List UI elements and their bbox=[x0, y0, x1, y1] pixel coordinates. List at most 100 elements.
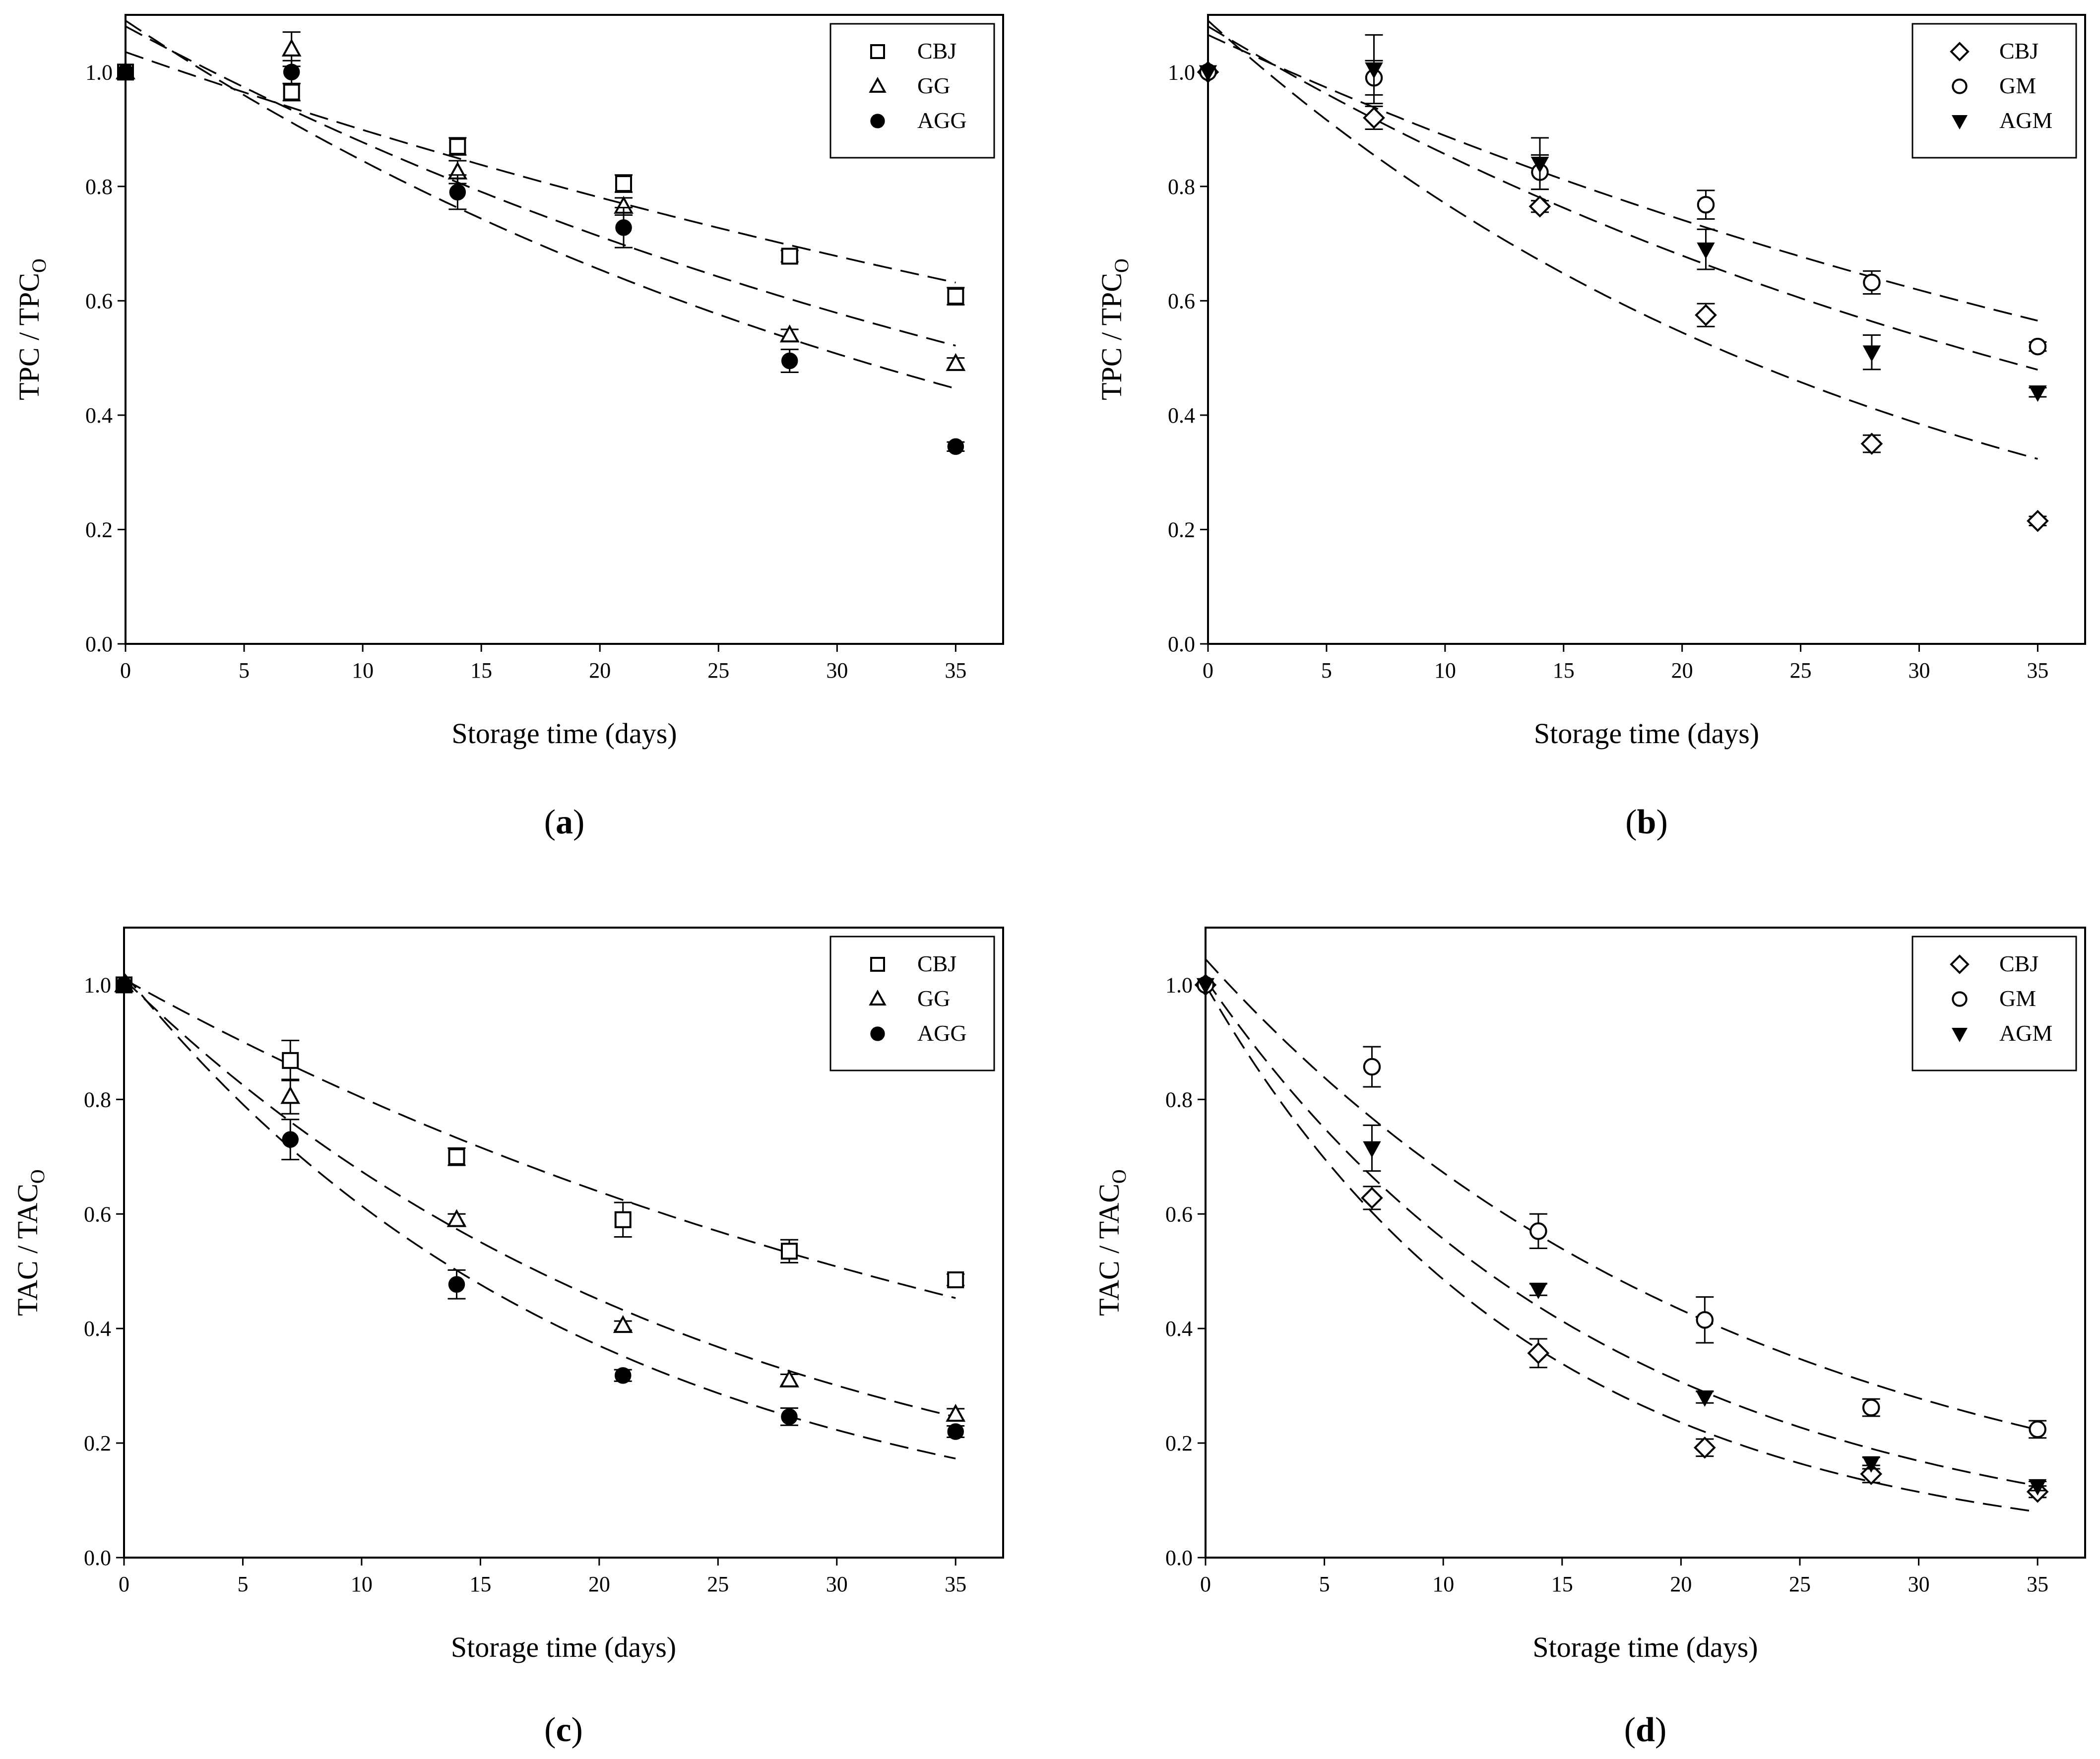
chart-panel-c: 0 5 10 15 20 25 30 35 0.0 0.2 0.4 0.6 0.8 1.0 Storage … bbox=[11, 927, 1004, 1749]
y-tick-label: 0.6 bbox=[84, 1202, 111, 1226]
fit-curve-agm bbox=[1205, 978, 2038, 1487]
panel-label: (b) bbox=[1625, 803, 1668, 841]
legend-marker-cbj bbox=[1950, 42, 1970, 62]
data-point-agm bbox=[1363, 1141, 1381, 1158]
data-point-agg bbox=[781, 1408, 798, 1425]
x-tick-label: 10 bbox=[351, 1572, 373, 1596]
data-point-cbj bbox=[282, 1052, 299, 1069]
data-point-agm bbox=[1862, 345, 1881, 362]
panel-label-letter: d bbox=[1636, 1711, 1655, 1749]
data-point-agm bbox=[1196, 978, 1215, 995]
panel-label-close: ) bbox=[1655, 1711, 1666, 1749]
data-point-agm bbox=[1199, 65, 1217, 82]
data-point-agg bbox=[283, 63, 300, 81]
y-tick-label: 0.8 bbox=[1165, 1087, 1193, 1112]
legend-box bbox=[829, 936, 995, 1071]
y-tick-label: 0.2 bbox=[1168, 517, 1195, 542]
legend-marker-cbj bbox=[870, 44, 885, 59]
legend-box bbox=[1911, 936, 2077, 1071]
data-point-cbj bbox=[1528, 195, 1551, 218]
legend-label: CBJ bbox=[917, 951, 956, 976]
data-point-agg bbox=[947, 1423, 964, 1440]
legend-item-gg: GG bbox=[869, 73, 950, 98]
fit-curve-agm bbox=[1208, 25, 2038, 371]
y-tick-label: 1.0 bbox=[85, 60, 113, 84]
plot-frame bbox=[1205, 927, 2086, 1559]
x-axis-title: Storage time (days) bbox=[451, 717, 677, 750]
data-point-gm bbox=[1529, 1222, 1547, 1240]
legend-marker-agm bbox=[1952, 1027, 1968, 1043]
x-tick-label: 35 bbox=[945, 658, 966, 683]
panel-label-letter: b bbox=[1637, 803, 1656, 841]
data-point-gg bbox=[280, 1086, 301, 1104]
y-axis-title-subscript: O bbox=[28, 258, 50, 273]
y-tick-label: 0.6 bbox=[1168, 289, 1195, 313]
data-point-gm bbox=[1862, 1398, 1880, 1417]
legend-marker-gg bbox=[869, 76, 887, 93]
x-axis-title: Storage time (days) bbox=[1534, 717, 1759, 750]
x-tick-label: 0 bbox=[1200, 1572, 1211, 1596]
y-axis-title: TAC / TACO bbox=[11, 1169, 49, 1316]
data-point-cbj bbox=[1860, 433, 1883, 455]
x-tick-label: 5 bbox=[239, 658, 250, 683]
legend-marker-gm bbox=[1952, 78, 1968, 94]
panels-root: 0 5 10 15 20 25 30 35 0.0 0.2 0.4 0.6 0.8 1.0 Storage … bbox=[11, 14, 2086, 1749]
x-tick-label: 25 bbox=[707, 1572, 729, 1596]
data-point-cbj bbox=[614, 1211, 632, 1228]
legend-marker-gm bbox=[1952, 991, 1968, 1007]
legend-item-cbj: CBJ bbox=[1950, 951, 2038, 976]
legend-item-agg: AGG bbox=[870, 108, 967, 133]
legend: CBJ GG AGG bbox=[829, 23, 995, 159]
legend-label: AGM bbox=[1999, 108, 2052, 133]
data-point-agm bbox=[1862, 1456, 1880, 1473]
legend-label: CBJ bbox=[1999, 38, 2038, 63]
legend-label: GM bbox=[1999, 986, 2036, 1011]
plot-frame bbox=[125, 14, 1004, 645]
legend-label: AGG bbox=[917, 1020, 967, 1046]
x-tick-label: 15 bbox=[470, 658, 492, 683]
data-point-gg bbox=[946, 1403, 966, 1422]
x-tick-label: 15 bbox=[1551, 1572, 1573, 1596]
y-tick-label: 0.0 bbox=[85, 632, 113, 656]
legend-label: AGG bbox=[917, 108, 967, 133]
x-tick-label: 10 bbox=[352, 658, 374, 683]
x-tick-label: 20 bbox=[588, 1572, 610, 1596]
data-point-cbj bbox=[1693, 1436, 1716, 1459]
data-point-agg bbox=[116, 976, 132, 994]
data-point-cbj bbox=[781, 248, 798, 265]
data-point-agg bbox=[781, 352, 798, 370]
fit-curve-cbj bbox=[125, 51, 956, 284]
y-tick-label: 0.8 bbox=[1168, 175, 1195, 199]
legend-label: GG bbox=[917, 73, 950, 98]
fit-curve-gm bbox=[1208, 34, 2038, 322]
data-point-agg bbox=[282, 1131, 299, 1148]
legend: CBJ GG AGG bbox=[829, 936, 995, 1071]
panel-label: (a) bbox=[544, 803, 585, 841]
data-point-cbj bbox=[1363, 107, 1385, 129]
x-tick-label: 30 bbox=[826, 658, 848, 683]
x-tick-label: 0 bbox=[1203, 658, 1213, 683]
x-tick-label: 25 bbox=[1789, 1572, 1811, 1596]
legend-label: CBJ bbox=[917, 38, 956, 63]
y-axis-title-main: TPC / TPC bbox=[1095, 273, 1128, 400]
panel-label-open: ( bbox=[544, 803, 556, 841]
data-point-gg bbox=[946, 353, 966, 371]
y-tick-label: 0.6 bbox=[1165, 1202, 1193, 1226]
x-tick-label: 15 bbox=[469, 1572, 491, 1596]
data-point-agg bbox=[614, 1367, 632, 1384]
y-axis-title-main: TAC / TAC bbox=[11, 1184, 44, 1316]
data-point-cbj bbox=[1695, 304, 1717, 326]
chart-panel-a: 0 5 10 15 20 25 30 35 0.0 0.2 0.4 0.6 0.8 1.0 Storage … bbox=[13, 14, 1004, 841]
data-point-gg bbox=[613, 1315, 633, 1333]
legend-box bbox=[829, 23, 995, 159]
panel-label-close: ) bbox=[573, 803, 584, 841]
data-point-agm bbox=[1365, 62, 1383, 79]
y-axis-title-main: TAC / TAC bbox=[1093, 1184, 1125, 1316]
y-axis-title-subscript: O bbox=[1108, 1169, 1130, 1184]
x-tick-label: 15 bbox=[1553, 658, 1575, 683]
legend-marker-agg bbox=[870, 1026, 885, 1041]
data-point-gg bbox=[779, 324, 800, 343]
data-point-cbj bbox=[947, 1271, 964, 1289]
